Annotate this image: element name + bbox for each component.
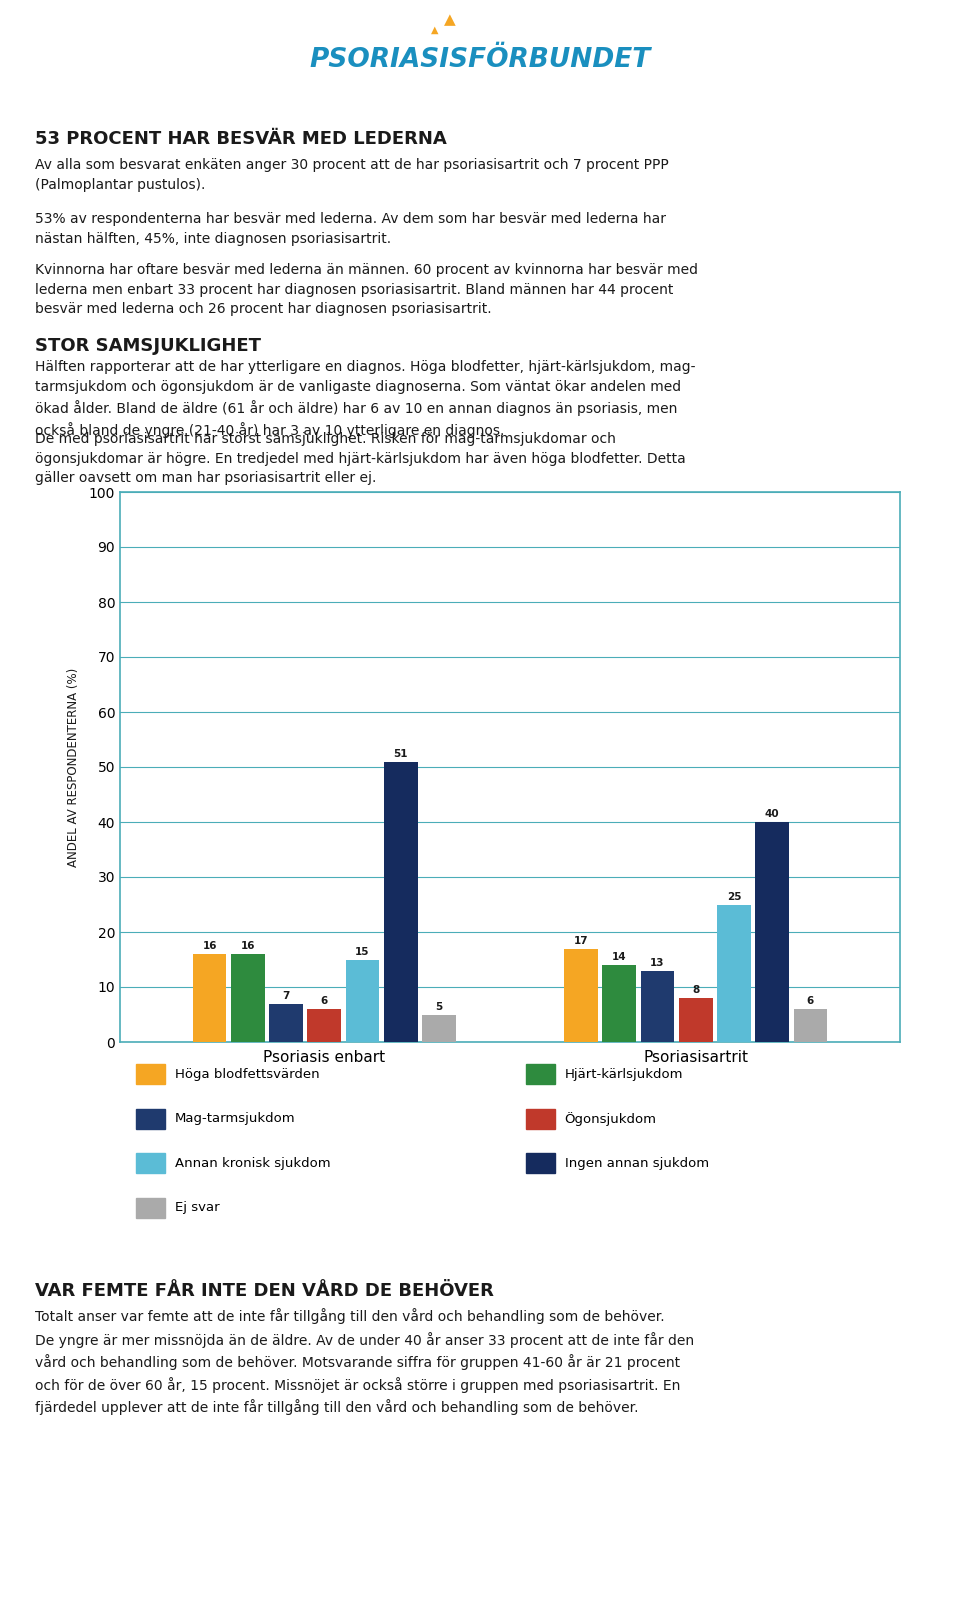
Bar xyxy=(526,1154,555,1173)
Text: 7: 7 xyxy=(282,990,290,1002)
Bar xyxy=(794,1010,828,1042)
Bar xyxy=(231,955,265,1042)
Bar xyxy=(526,1065,555,1084)
Bar xyxy=(640,971,674,1042)
Text: 53 PROCENT HAR BESVÄR MED LEDERNA: 53 PROCENT HAR BESVÄR MED LEDERNA xyxy=(35,129,446,147)
Bar xyxy=(422,1014,456,1042)
Text: 6: 6 xyxy=(321,997,328,1006)
Text: ▲: ▲ xyxy=(444,13,456,28)
Text: 8: 8 xyxy=(692,985,699,995)
Text: Höga blodfettsvärden: Höga blodfettsvärden xyxy=(175,1068,320,1081)
Bar xyxy=(135,1108,165,1129)
Text: Annan kronisk sjukdom: Annan kronisk sjukdom xyxy=(175,1157,330,1170)
Text: 40: 40 xyxy=(765,809,780,819)
Bar xyxy=(346,959,379,1042)
Bar xyxy=(307,1010,341,1042)
Bar xyxy=(679,998,712,1042)
Y-axis label: ANDEL AV RESPONDENTERNA (%): ANDEL AV RESPONDENTERNA (%) xyxy=(67,667,81,867)
Bar xyxy=(269,1003,303,1042)
Text: De yngre är mer missnöjda än de äldre. Av de under 40 år anser 33 procent att de: De yngre är mer missnöjda än de äldre. A… xyxy=(35,1332,694,1416)
Bar xyxy=(135,1154,165,1173)
Text: 13: 13 xyxy=(650,958,664,968)
Text: STOR SAMSJUKLIGHET: STOR SAMSJUKLIGHET xyxy=(35,337,261,354)
Text: Mag-tarmsjukdom: Mag-tarmsjukdom xyxy=(175,1112,296,1125)
Bar xyxy=(603,964,636,1042)
Text: VAR FEMTE FÅR INTE DEN VÅRD DE BEHÖVER: VAR FEMTE FÅR INTE DEN VÅRD DE BEHÖVER xyxy=(35,1281,493,1299)
Text: De med psoriasisartrit har störst samsjuklighet. Risken för mag-tarmsjukdomar oc: De med psoriasisartrit har störst samsju… xyxy=(35,432,685,485)
Text: 51: 51 xyxy=(394,749,408,759)
Text: 14: 14 xyxy=(612,953,627,963)
Bar xyxy=(135,1197,165,1218)
Text: Av alla som besvarat enkäten anger 30 procent att de har psoriasisartrit och 7 p: Av alla som besvarat enkäten anger 30 pr… xyxy=(35,159,669,191)
Text: 25: 25 xyxy=(727,892,741,901)
Bar xyxy=(717,904,751,1042)
Text: 5: 5 xyxy=(435,1002,443,1011)
Text: ▲: ▲ xyxy=(431,24,439,36)
Text: 53% av respondenterna har besvär med lederna. Av dem som har besvär med lederna : 53% av respondenterna har besvär med led… xyxy=(35,212,666,246)
Bar xyxy=(756,822,789,1042)
Text: Ögonsjukdom: Ögonsjukdom xyxy=(564,1112,657,1126)
Text: Ej svar: Ej svar xyxy=(175,1201,219,1214)
Text: Ingen annan sjukdom: Ingen annan sjukdom xyxy=(564,1157,708,1170)
Text: Hälften rapporterar att de har ytterligare en diagnos. Höga blodfetter, hjärt-kä: Hälften rapporterar att de har ytterliga… xyxy=(35,359,695,438)
Text: Hjärt-kärlsjukdom: Hjärt-kärlsjukdom xyxy=(564,1068,684,1081)
Text: 16: 16 xyxy=(203,942,217,951)
Text: 17: 17 xyxy=(574,935,588,947)
Text: PSORIASISFÖRBUNDET: PSORIASISFÖRBUNDET xyxy=(309,47,651,73)
Bar xyxy=(526,1108,555,1129)
Text: Kvinnorna har oftare besvär med lederna än männen. 60 procent av kvinnorna har b: Kvinnorna har oftare besvär med lederna … xyxy=(35,264,698,316)
Text: 16: 16 xyxy=(241,942,255,951)
Bar xyxy=(193,955,227,1042)
Text: 15: 15 xyxy=(355,947,370,956)
Bar xyxy=(384,762,418,1042)
Bar xyxy=(135,1065,165,1084)
Bar xyxy=(564,948,598,1042)
Text: Totalt anser var femte att de inte får tillgång till den vård och behandling som: Totalt anser var femte att de inte får t… xyxy=(35,1307,664,1324)
Text: 6: 6 xyxy=(806,997,814,1006)
